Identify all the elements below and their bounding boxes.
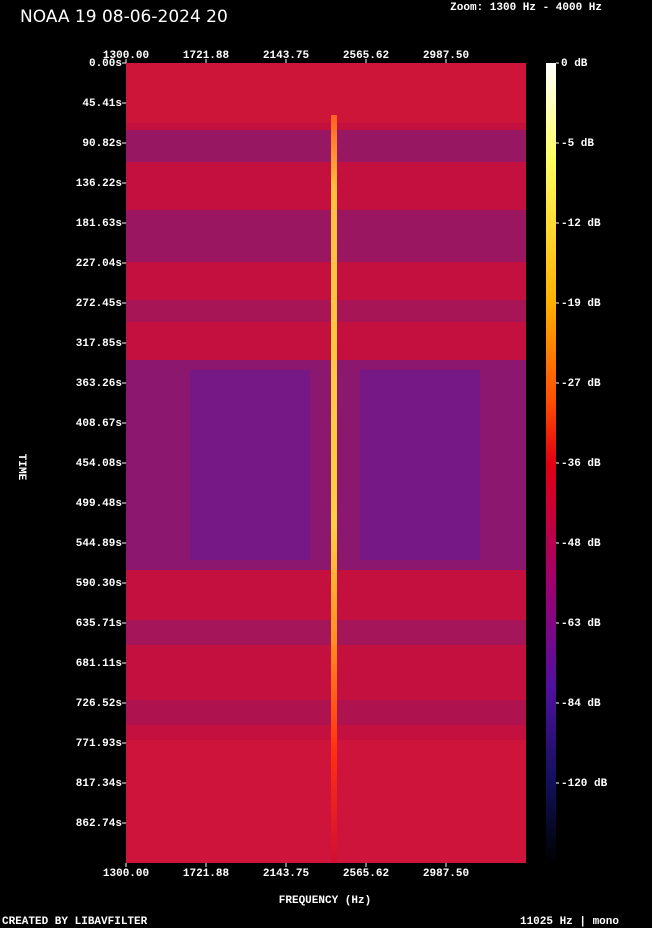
colorbar-tick-label: -48 dB: [561, 538, 601, 550]
x-axis-label: FREQUENCY (Hz): [279, 895, 371, 907]
colorbar-tick-label: -63 dB: [561, 618, 601, 630]
y-tick-label: 862.74s: [76, 818, 122, 830]
heatmap-band: [126, 130, 526, 162]
colorbar-tick-label: -36 dB: [561, 458, 601, 470]
colorbar-tick-label: -19 dB: [561, 298, 601, 310]
zoom-label: Zoom: 1300 Hz - 4000 Hz: [450, 2, 602, 14]
y-axis-label: TIME: [15, 454, 27, 481]
x-tick-label: 2987.50: [423, 868, 469, 880]
y-tick-label: 590.30s: [76, 578, 122, 590]
colorbar-tick-label: -27 dB: [561, 378, 601, 390]
y-tick-label: 681.11s: [76, 658, 122, 670]
signal-trace: [331, 115, 337, 863]
y-tick-label: 817.34s: [76, 778, 122, 790]
y-tick-label: 136.22s: [76, 178, 122, 190]
colorbar-tick-label: -120 dB: [561, 778, 608, 790]
footer-left: CREATED BY LIBAVFILTER: [2, 916, 148, 928]
x-tick-label: 2143.75: [263, 868, 310, 880]
x-tick-label: 1300.00: [103, 50, 149, 62]
x-tick-label: 1721.88: [183, 50, 230, 62]
x-tick-label: 1300.00: [103, 868, 149, 880]
y-tick-label: 227.04s: [76, 258, 122, 270]
y-tick-label: 317.85s: [76, 338, 122, 350]
colorbar-tick-label: -5 dB: [561, 138, 594, 150]
colorbar-tick-label: 0 dB: [561, 58, 588, 70]
y-tick-label: 544.89s: [76, 538, 122, 550]
heatmap: [126, 63, 526, 863]
x-tick-label: 1721.88: [183, 868, 230, 880]
y-tick-label: 181.63s: [76, 218, 122, 230]
heatmap-band: [126, 63, 526, 123]
chart-title: NOAA 19 08-06-2024 20: [20, 7, 228, 27]
y-tick-label: 726.52s: [76, 698, 122, 710]
y-tick-label: 0.00s: [89, 58, 122, 70]
footer-right: 11025 Hz | mono: [520, 916, 619, 928]
heatmap-band: [126, 700, 526, 725]
heatmap-band: [126, 360, 526, 570]
colorbar: [546, 63, 556, 863]
y-tick-label: 90.82s: [82, 138, 122, 150]
x-tick-label: 2565.62: [343, 868, 389, 880]
y-tick-label: 272.45s: [76, 298, 122, 310]
heatmap-band: [126, 210, 526, 262]
heatmap-band: [190, 370, 310, 560]
y-tick-label: 454.08s: [76, 458, 122, 470]
colorbar-tick-label: -84 dB: [561, 698, 601, 710]
y-tick-label: 45.41s: [82, 98, 122, 110]
y-tick-label: 363.26s: [76, 378, 122, 390]
heatmap-band: [126, 740, 526, 863]
y-tick-label: 499.48s: [76, 498, 122, 510]
heatmap-band: [126, 300, 526, 322]
x-tick-label: 2987.50: [423, 50, 469, 62]
y-tick-label: 771.93s: [76, 738, 122, 750]
heatmap-band: [360, 370, 480, 560]
y-tick-label: 408.67s: [76, 418, 122, 430]
y-tick-label: 635.71s: [76, 618, 122, 630]
colorbar-tick-label: -12 dB: [561, 218, 601, 230]
heatmap-band: [126, 620, 526, 645]
x-tick-label: 2565.62: [343, 50, 389, 62]
x-tick-label: 2143.75: [263, 50, 310, 62]
